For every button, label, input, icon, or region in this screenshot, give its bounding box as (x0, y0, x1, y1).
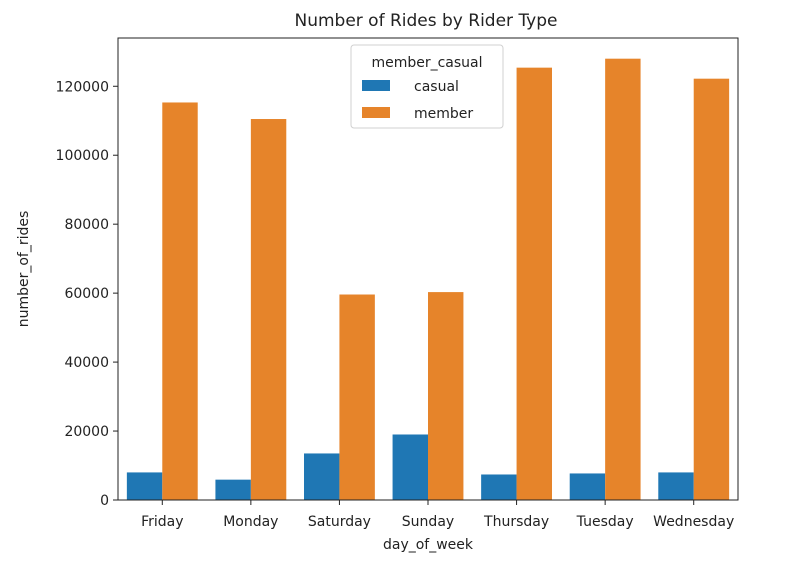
y-tick-label: 100000 (56, 148, 109, 164)
y-axis: 0 20000 40000 60000 80000 100000 120000 (56, 79, 118, 509)
bars-group (126, 58, 730, 501)
x-tick-label-thursday: Thursday (483, 514, 549, 530)
legend-swatch-casual (362, 80, 390, 91)
bar-member-saturday (339, 294, 375, 500)
x-tick-label-sunday: Sunday (402, 514, 454, 530)
bar-casual-saturday (304, 453, 340, 500)
plot-frame (117, 37, 739, 501)
x-tick-label-monday: Monday (223, 514, 278, 530)
bar-member-monday (250, 119, 287, 500)
bar-member-thursday (516, 67, 552, 500)
bar-member-tuesday (605, 58, 641, 501)
y-axis-label: number_of_rides (16, 211, 32, 328)
bar-member-wednesday (693, 78, 730, 500)
x-axis: Friday Monday Saturday Sunday Thursday Tuesda… (141, 500, 734, 530)
legend-title: member_casual (371, 55, 482, 71)
bar-casual-friday (126, 472, 163, 500)
y-tick-label: 80000 (64, 217, 109, 233)
y-tick-label: 20000 (64, 424, 109, 440)
x-tick-label-saturday: Saturday (308, 514, 371, 530)
x-axis-label: day_of_week (383, 537, 474, 553)
bar-casual-wednesday (658, 472, 694, 500)
y-tick-label: 0 (100, 493, 109, 509)
legend-entry-member: member (414, 106, 473, 122)
y-tick-label: 120000 (56, 79, 109, 95)
bar-casual-tuesday (569, 473, 606, 500)
bar-casual-thursday (481, 474, 517, 500)
x-tick-label-tuesday: Tuesday (576, 514, 634, 530)
y-tick-label: 60000 (64, 286, 109, 302)
bar-member-friday (162, 102, 198, 500)
chart-title: Number of Rides by Rider Type (294, 11, 557, 31)
legend: member_casual casual member (350, 44, 504, 129)
y-tick-label: 40000 (64, 355, 109, 371)
legend-entry-casual: casual (414, 79, 459, 95)
bar-casual-sunday (392, 434, 428, 500)
legend-swatch-member (362, 107, 390, 118)
x-tick-label-wednesday: Wednesday (653, 514, 734, 530)
x-tick-label-friday: Friday (141, 514, 183, 530)
bar-casual-monday (215, 479, 251, 500)
bar-member-sunday (428, 292, 464, 500)
